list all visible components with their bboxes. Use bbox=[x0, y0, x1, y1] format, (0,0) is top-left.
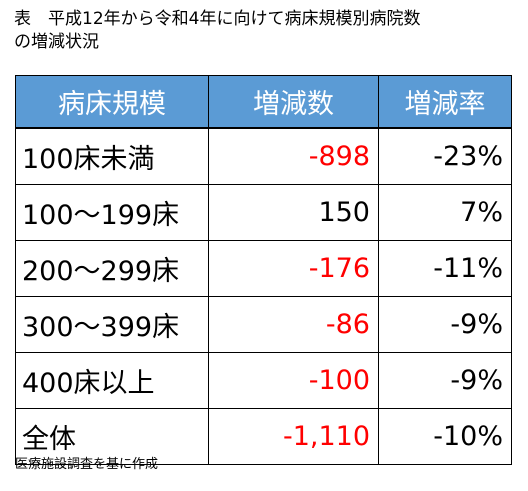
table-row: 100床未満 -898 -23% bbox=[15, 127, 512, 185]
cell-change-count: 150 bbox=[208, 184, 379, 241]
source-footnote: 医療施設調査を基に作成 bbox=[15, 457, 159, 472]
cell-bed-scale: 400床以上 bbox=[15, 352, 209, 409]
cell-change-rate: -9% bbox=[378, 296, 512, 353]
cell-change-rate: -23% bbox=[378, 127, 512, 185]
cell-change-rate: -10% bbox=[378, 408, 512, 465]
cell-bed-scale: 200～299床 bbox=[15, 240, 209, 297]
header-change-rate: 増減率 bbox=[378, 75, 512, 129]
table-header-row: 病床規模 増減数 増減率 bbox=[15, 75, 512, 129]
cell-bed-scale: 100床未満 bbox=[15, 127, 209, 185]
header-change-count: 増減数 bbox=[208, 75, 379, 129]
table-row: 200～299床 -176 -11% bbox=[15, 240, 512, 297]
cell-bed-scale: 100～199床 bbox=[15, 184, 209, 241]
cell-change-rate: -11% bbox=[378, 240, 512, 297]
title-line-1: 表 平成12年から令和4年に向けて病床規模別病院数 bbox=[14, 9, 421, 29]
cell-change-rate: 7% bbox=[378, 184, 512, 241]
table-row: 300～399床 -86 -9% bbox=[15, 296, 512, 353]
table-row-total: 全体 -1,110 -10% bbox=[15, 408, 512, 465]
header-bed-scale: 病床規模 bbox=[15, 75, 209, 129]
title-line-2: の増減状況 bbox=[14, 32, 99, 52]
cell-change-count: -100 bbox=[208, 352, 379, 409]
cell-bed-scale: 全体 bbox=[15, 408, 209, 465]
cell-change-count: -898 bbox=[208, 127, 379, 185]
cell-change-count: -86 bbox=[208, 296, 379, 353]
page-title: 表 平成12年から令和4年に向けて病床規模別病院数 の増減状況 bbox=[14, 8, 514, 54]
cell-change-rate: -9% bbox=[378, 352, 512, 409]
table-row: 400床以上 -100 -9% bbox=[15, 352, 512, 409]
bed-scale-table: 病床規模 増減数 増減率 100床未満 -898 -23% 100～199床 1… bbox=[15, 75, 512, 465]
table-row: 100～199床 150 7% bbox=[15, 184, 512, 241]
cell-change-count: -1,110 bbox=[208, 408, 379, 465]
cell-change-count: -176 bbox=[208, 240, 379, 297]
cell-bed-scale: 300～399床 bbox=[15, 296, 209, 353]
